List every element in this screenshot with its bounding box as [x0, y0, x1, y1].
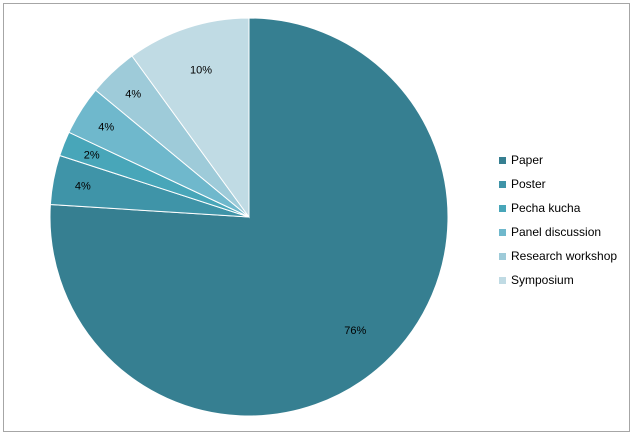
- legend-item-pecha-kucha: Pecha kucha: [499, 196, 617, 220]
- pie-chart: 76% 4% 2% 4% 4% 10%: [49, 17, 449, 417]
- legend-item-paper: Paper: [499, 148, 617, 172]
- chart-area: 76% 4% 2% 4% 4% 10% Paper Poster Pecha kucha Pan…: [3, 3, 630, 432]
- legend-item-research-workshop: Research workshop: [499, 244, 617, 268]
- data-label-paper: 76%: [344, 325, 366, 337]
- data-label-panel-discussion: 4%: [98, 121, 114, 133]
- data-label-poster: 4%: [75, 180, 91, 192]
- pie-slice-paper: [49, 17, 449, 417]
- legend-label: Symposium: [511, 273, 574, 287]
- legend-swatch: [499, 180, 506, 188]
- legend-label: Paper: [511, 153, 544, 167]
- data-label-research-workshop: 4%: [125, 89, 141, 101]
- legend-item-poster: Poster: [499, 172, 617, 196]
- legend-swatch: [499, 252, 506, 260]
- legend-swatch: [499, 228, 506, 236]
- legend-label: Pecha kucha: [511, 201, 581, 215]
- data-label-symposium: 10%: [190, 64, 212, 76]
- legend: Paper Poster Pecha kucha Panel discussion Re…: [499, 148, 617, 292]
- legend-label: Panel discussion: [511, 225, 602, 239]
- legend-item-symposium: Symposium: [499, 268, 617, 292]
- legend-item-panel-discussion: Panel discussion: [499, 220, 617, 244]
- legend-swatch: [499, 204, 506, 212]
- data-label-pecha-kucha: 2%: [84, 150, 100, 162]
- legend-swatch: [499, 156, 506, 164]
- legend-swatch: [499, 276, 506, 284]
- legend-label: Poster: [511, 177, 546, 191]
- legend-label: Research workshop: [511, 249, 618, 263]
- pie-slice-symposium: [131, 17, 250, 219]
